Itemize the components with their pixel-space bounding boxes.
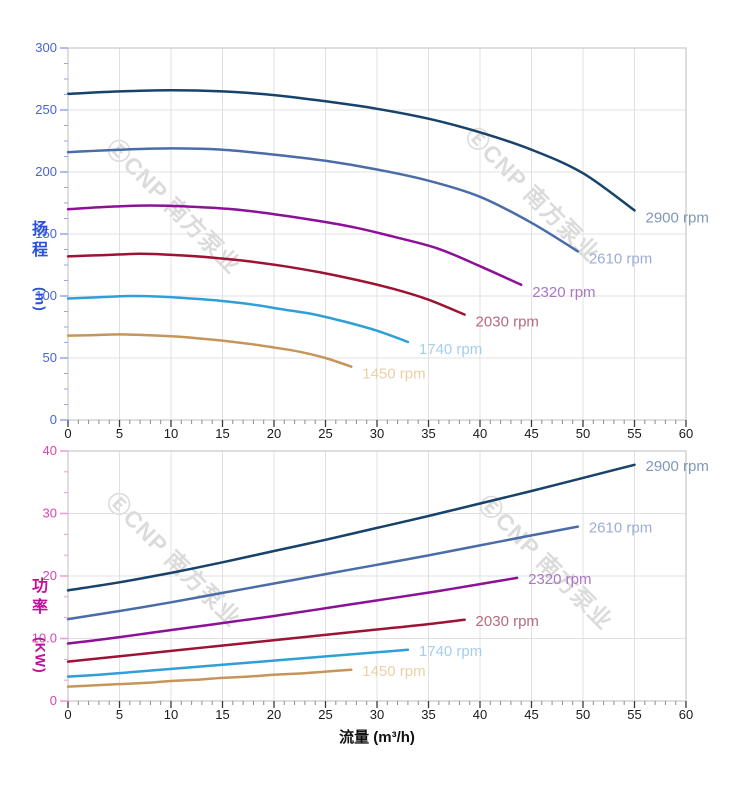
x-tick-label: 30 — [370, 707, 384, 722]
y-tick-label: 0 — [50, 693, 57, 708]
x-tick-label: 15 — [215, 707, 229, 722]
curve-label-1740-rpm: 1740 rpm — [419, 643, 482, 660]
curve-label-2900-rpm: 2900 rpm — [646, 209, 709, 226]
x-tick-label: 0 — [64, 707, 71, 722]
power-axis-unit: (KW) — [32, 637, 49, 674]
x-tick-label: 5 — [116, 707, 123, 722]
x-tick-label: 25 — [318, 707, 332, 722]
head-axis-title: 扬 程 (m) — [28, 219, 52, 312]
y-tick-label: 150 — [35, 226, 57, 241]
curve-2320-rpm — [66, 204, 523, 287]
y-tick-label: 30 — [43, 506, 57, 521]
x-tick-label: 45 — [524, 426, 538, 441]
flow-axis-title: 流量 (m³/h) — [339, 729, 415, 746]
x-tick-label: 0 — [64, 426, 71, 441]
curve-label-2900-rpm: 2900 rpm — [646, 458, 709, 475]
y-tick-label: 250 — [35, 102, 57, 117]
x-tick-label: 40 — [473, 707, 487, 722]
curve-label-2610-rpm: 2610 rpm — [589, 520, 652, 537]
curve-label-2030-rpm: 2030 rpm — [476, 613, 539, 630]
head-axis-char: 程 — [31, 242, 48, 259]
y-tick-label: 40 — [43, 443, 57, 458]
y-tick-label: 0 — [50, 412, 57, 427]
x-tick-label: 10 — [164, 426, 178, 441]
power-axis-title: 功 率 (KW) — [28, 576, 52, 674]
curve-label-2320-rpm: 2320 rpm — [532, 284, 595, 301]
x-tick-label: 10 — [164, 707, 178, 722]
curve-1450-rpm — [66, 333, 353, 368]
curve-label-2610-rpm: 2610 rpm — [589, 250, 652, 267]
curve-2900-rpm — [66, 463, 636, 592]
curve-2610-rpm — [66, 147, 580, 253]
y-tick-label: 300 — [35, 40, 57, 55]
curve-2610-rpm — [66, 525, 580, 621]
x-tick-label: 50 — [576, 426, 590, 441]
curve-1740-rpm — [66, 294, 410, 344]
curve-2320-rpm — [66, 576, 519, 645]
y-tick-label: 100 — [35, 288, 57, 303]
curve-label-1450-rpm: 1450 rpm — [362, 366, 425, 383]
curve-2900-rpm — [66, 88, 636, 212]
curve-label-1740-rpm: 1740 rpm — [419, 341, 482, 358]
y-tick-label: 50 — [43, 350, 57, 365]
x-tick-label: 15 — [215, 426, 229, 441]
curve-1450-rpm — [66, 668, 353, 688]
x-tick-label: 60 — [679, 707, 693, 722]
x-tick-label: 60 — [679, 426, 693, 441]
x-tick-label: 25 — [318, 426, 332, 441]
curve-1740-rpm — [66, 648, 410, 678]
curve-2030-rpm — [66, 618, 466, 663]
curve-label-2320-rpm: 2320 rpm — [528, 571, 591, 588]
power-axis-char: 功 — [31, 578, 48, 595]
x-tick-label: 50 — [576, 707, 590, 722]
x-tick-label: 55 — [627, 707, 641, 722]
x-tick-label: 35 — [421, 707, 435, 722]
power-axis-char: 率 — [31, 599, 48, 616]
curve-2030-rpm — [66, 252, 466, 316]
head-axis-unit: (m) — [32, 287, 49, 312]
curve-label-2030-rpm: 2030 rpm — [476, 314, 539, 331]
x-tick-label: 20 — [267, 426, 281, 441]
y-tick-label: 10.0 — [32, 631, 57, 646]
x-tick-label: 35 — [421, 426, 435, 441]
x-tick-label: 20 — [267, 707, 281, 722]
x-tick-label: 5 — [116, 426, 123, 441]
x-tick-label: 40 — [473, 426, 487, 441]
y-tick-label: 20 — [43, 568, 57, 583]
x-tick-label: 45 — [524, 707, 538, 722]
curve-label-1450-rpm: 1450 rpm — [362, 663, 425, 680]
y-tick-label: 200 — [35, 164, 57, 179]
x-tick-label: 30 — [370, 426, 384, 441]
head-axis-char: 扬 — [31, 221, 48, 238]
x-tick-label: 55 — [627, 426, 641, 441]
